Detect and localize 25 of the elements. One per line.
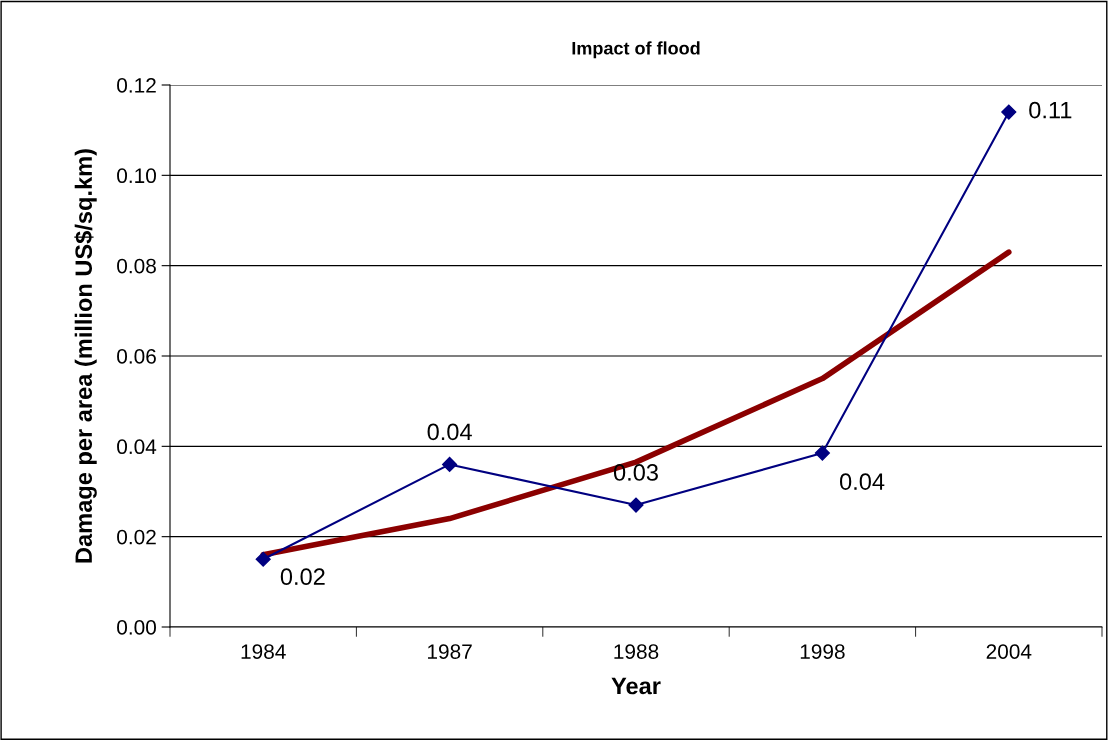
point bbox=[255, 551, 271, 567]
y-tick-label: 0.04 bbox=[117, 439, 157, 455]
point bbox=[442, 456, 458, 472]
y-tick-label: 0.00 bbox=[117, 620, 156, 635]
y-axis-title: Damage per area (million US$/sq.km) bbox=[74, 149, 97, 563]
y-tick-label: 0.12 bbox=[117, 78, 156, 93]
y-tick-label: 0.02 bbox=[117, 529, 156, 545]
point bbox=[1001, 104, 1017, 120]
data-label: 0.03 bbox=[613, 464, 658, 481]
data-label: 0.02 bbox=[280, 568, 325, 586]
point bbox=[628, 497, 644, 513]
data-label: 0.11 bbox=[1029, 101, 1072, 119]
y-tick-label: 0.08 bbox=[117, 258, 156, 274]
point bbox=[814, 445, 830, 461]
x-tick-label: 1984 bbox=[241, 644, 286, 659]
y-tick-label: 0.06 bbox=[117, 349, 156, 364]
x-tick-label: 2004 bbox=[986, 644, 1032, 659]
data-label: 0.04 bbox=[427, 423, 472, 441]
x-tick-label: 1987 bbox=[428, 644, 472, 659]
chart-title: Impact of flood bbox=[572, 41, 700, 59]
x-tick-label: 1998 bbox=[800, 644, 845, 659]
x-axis-title: Year bbox=[611, 677, 661, 695]
y-tick-label: 0.10 bbox=[117, 168, 156, 184]
data-label: 0.04 bbox=[839, 473, 885, 490]
x-tick-label: 1988 bbox=[614, 644, 659, 659]
